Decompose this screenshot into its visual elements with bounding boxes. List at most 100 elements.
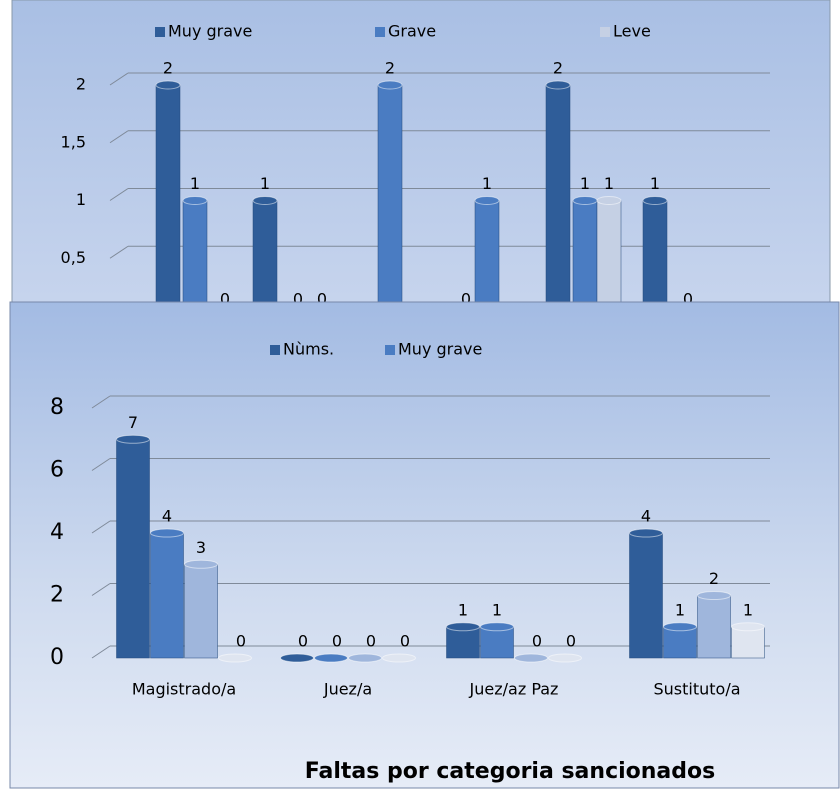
grid-line-depth xyxy=(109,245,129,259)
value-label: 4 xyxy=(641,507,651,526)
grid-line-depth xyxy=(91,645,111,659)
x-tick-label: Juez/a xyxy=(323,680,372,699)
x-tick-label: Juez/az Paz xyxy=(469,680,559,699)
y-tick-label: 1 xyxy=(76,190,86,209)
bar-top xyxy=(731,622,765,632)
legend-swatch xyxy=(385,345,395,355)
bar xyxy=(155,84,181,317)
bar-top xyxy=(182,196,208,205)
value-label: 1 xyxy=(482,174,492,193)
bar-top xyxy=(480,622,514,632)
value-label: 3 xyxy=(196,538,206,557)
bar xyxy=(545,84,571,317)
bar-top xyxy=(184,559,218,569)
grid-line-depth xyxy=(91,520,111,534)
bar-top xyxy=(663,622,697,632)
y-tick-label: 2 xyxy=(50,583,64,608)
bar xyxy=(474,200,500,317)
bar-top xyxy=(572,196,598,205)
grid-line-depth xyxy=(109,130,129,144)
bar xyxy=(642,200,668,317)
value-label: 0 xyxy=(461,290,471,309)
bar xyxy=(182,200,208,317)
chart-title: Faltas por categoria sancionados xyxy=(305,759,715,784)
legend-swatch xyxy=(270,345,280,355)
bar xyxy=(480,626,514,659)
bar xyxy=(377,84,403,317)
bar-top xyxy=(596,196,622,205)
bar xyxy=(116,439,150,659)
grid-line-depth xyxy=(91,395,111,409)
value-label: 0 xyxy=(332,632,342,651)
bar-top xyxy=(697,591,731,600)
grid-line-depth xyxy=(109,72,129,86)
value-label: 2 xyxy=(553,59,563,78)
legend-label: Leve xyxy=(613,22,651,41)
legend-swatch xyxy=(155,27,165,37)
value-label: 1 xyxy=(190,174,200,193)
value-label: 0 xyxy=(532,632,542,651)
bar xyxy=(572,200,598,317)
bar-top xyxy=(155,80,181,90)
value-label: 2 xyxy=(385,59,395,78)
bar-top xyxy=(314,653,348,663)
bar xyxy=(697,595,731,659)
bar-top xyxy=(348,653,382,663)
value-label: 2 xyxy=(163,59,173,78)
value-label: 0 xyxy=(293,290,303,309)
value-label: 1 xyxy=(260,174,270,193)
bar-top xyxy=(446,622,480,632)
y-tick-label: 1,5 xyxy=(61,132,86,151)
value-label: 1 xyxy=(580,174,590,193)
value-label: 2 xyxy=(709,569,719,588)
value-label: 0 xyxy=(683,290,693,309)
bar-top xyxy=(545,80,571,90)
value-label: 1 xyxy=(492,600,502,619)
front-chart: 0 2 4 6 8 Faltas por categoria sancionados Mag… xyxy=(50,340,770,784)
bar xyxy=(150,532,184,659)
legend-swatch xyxy=(600,27,610,37)
bar-top xyxy=(514,653,548,663)
value-label: 7 xyxy=(128,413,138,432)
bar-top xyxy=(116,434,150,444)
back-panel xyxy=(11,0,831,331)
legend-label: Muy grave xyxy=(398,340,482,359)
value-label: 1 xyxy=(458,600,468,619)
value-label: 1 xyxy=(675,600,685,619)
y-tick-label: 8 xyxy=(50,395,64,420)
value-label: 0 xyxy=(220,290,230,309)
bar-top xyxy=(474,196,500,205)
x-tick-label: Magistrado/a xyxy=(132,680,236,699)
value-label: 0 xyxy=(566,632,576,651)
bar xyxy=(446,626,480,659)
value-label: 0 xyxy=(298,632,308,651)
bar-top xyxy=(642,196,668,205)
grid-line-depth xyxy=(91,583,111,596)
value-label: 0 xyxy=(317,290,327,309)
y-tick-label: 6 xyxy=(50,458,64,483)
bar xyxy=(731,626,765,659)
bar xyxy=(184,564,218,659)
x-tick-label: Sustituto/a xyxy=(653,680,740,699)
legend-label: Muy grave xyxy=(168,22,252,41)
bar-top xyxy=(150,528,184,538)
bar-top xyxy=(377,80,403,90)
y-tick-label: 2 xyxy=(76,75,86,94)
value-label: 0 xyxy=(236,632,246,651)
value-label: 4 xyxy=(162,507,172,526)
bar xyxy=(596,200,622,317)
grid-line-depth xyxy=(91,458,111,471)
y-tick-label: 4 xyxy=(50,520,64,545)
y-tick-label: 0,5 xyxy=(61,248,86,267)
bar-top xyxy=(218,653,252,663)
bar-top xyxy=(252,196,278,205)
value-label: 0 xyxy=(366,632,376,651)
bar xyxy=(663,626,697,659)
grid-line-depth xyxy=(109,188,129,201)
bar-top xyxy=(280,653,314,663)
value-label: 1 xyxy=(604,174,614,193)
value-label: 0 xyxy=(400,632,410,651)
legend-label: Grave xyxy=(388,22,436,41)
